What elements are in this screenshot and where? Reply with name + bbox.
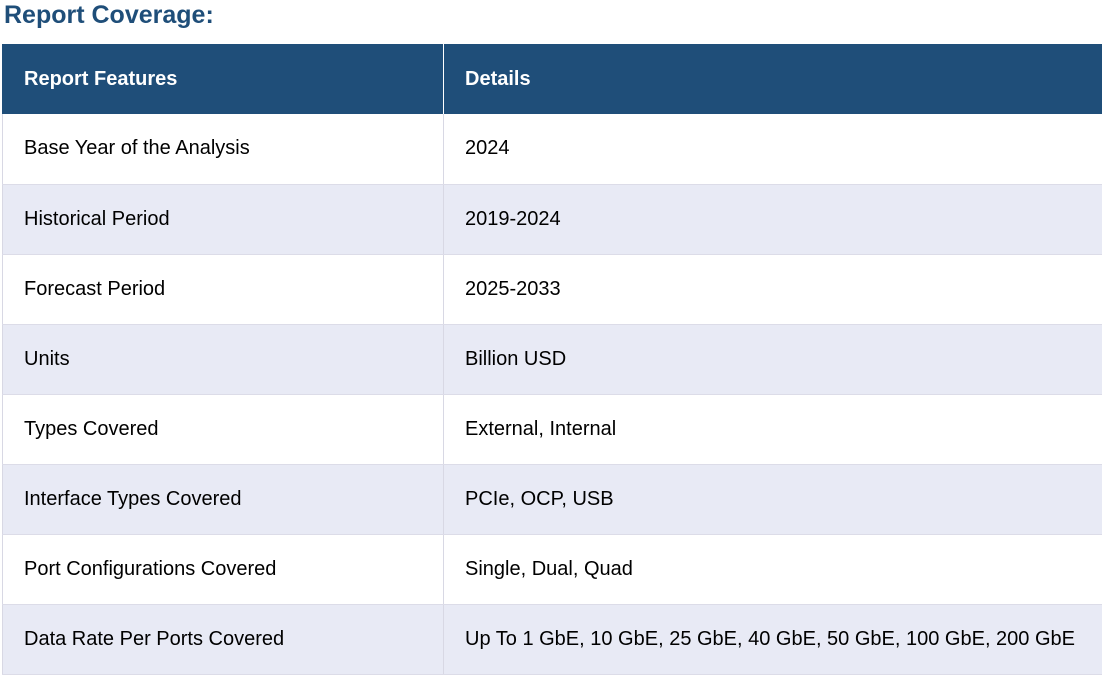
feature-cell: Forecast Period xyxy=(2,254,444,325)
details-cell: 2019-2024 xyxy=(443,184,1102,255)
details-cell: Single, Dual, Quad xyxy=(443,534,1102,605)
feature-cell: Port Configurations Covered xyxy=(2,534,444,605)
header-report-features: Report Features xyxy=(2,44,444,114)
feature-cell: Interface Types Covered xyxy=(2,464,444,535)
details-cell: PCIe, OCP, USB xyxy=(443,464,1102,535)
details-cell: 2024 xyxy=(443,114,1102,185)
feature-cell: Types Covered xyxy=(2,394,444,465)
feature-cell: Units xyxy=(2,324,444,395)
details-cell: Billion USD xyxy=(443,324,1102,395)
feature-cell: Base Year of the Analysis xyxy=(2,114,444,185)
details-cell: External, Internal xyxy=(443,394,1102,465)
table-row: Data Rate Per Ports Covered Up To 1 GbE,… xyxy=(2,604,1102,675)
feature-cell: Data Rate Per Ports Covered xyxy=(2,604,444,675)
table-row: Port Configurations Covered Single, Dual… xyxy=(2,534,1102,605)
table-row: Interface Types Covered PCIe, OCP, USB xyxy=(2,464,1102,535)
table-row: Historical Period 2019-2024 xyxy=(2,184,1102,255)
table-row: Base Year of the Analysis 2024 xyxy=(2,114,1102,185)
feature-cell: Historical Period xyxy=(2,184,444,255)
table-row: Types Covered External, Internal xyxy=(2,394,1102,465)
details-cell: 2025-2033 xyxy=(443,254,1102,325)
table-header-row: Report Features Details xyxy=(2,44,1102,114)
table-row: Forecast Period 2025-2033 xyxy=(2,254,1102,325)
header-details: Details xyxy=(443,44,1102,114)
page-title: Report Coverage: xyxy=(4,1,214,29)
report-coverage-table: Report Features Details Base Year of the… xyxy=(2,44,1102,675)
details-cell: Up To 1 GbE, 10 GbE, 25 GbE, 40 GbE, 50 … xyxy=(443,604,1102,675)
table-row: Units Billion USD xyxy=(2,324,1102,395)
